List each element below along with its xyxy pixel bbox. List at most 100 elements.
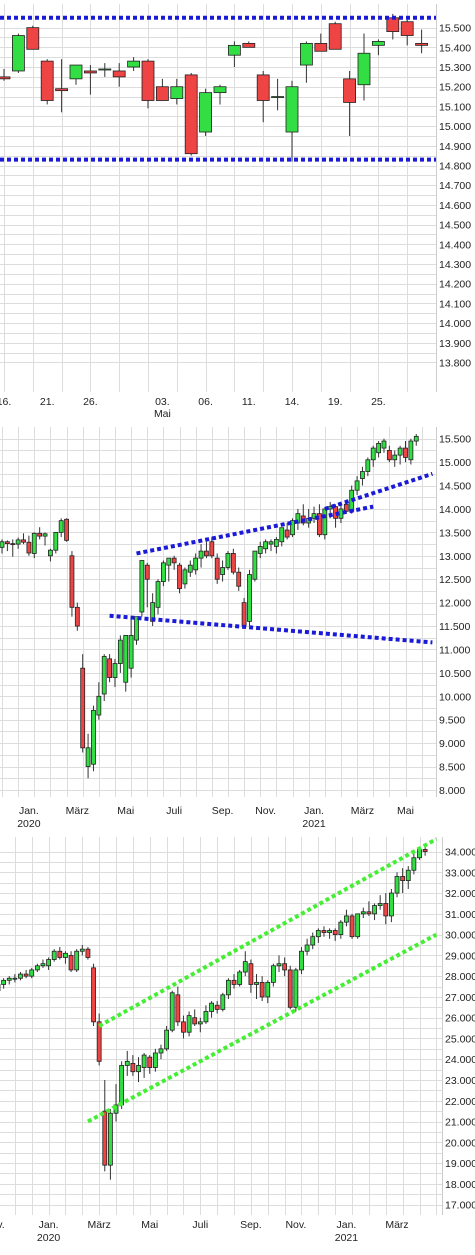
candle-body xyxy=(231,979,237,985)
candle-body xyxy=(124,1060,130,1066)
y-axis: 17.000 18.000 19.000 20.000 21.000 22.000 23.0… xyxy=(445,847,475,1212)
candle-body xyxy=(12,977,18,980)
candle-body xyxy=(270,965,276,983)
candle xyxy=(37,527,43,540)
candle-body xyxy=(214,557,220,580)
candle-body xyxy=(230,553,236,573)
candle xyxy=(284,523,290,540)
candle-body xyxy=(107,658,112,678)
candle xyxy=(247,569,252,627)
candle-body xyxy=(130,1062,136,1073)
candle-body xyxy=(214,1004,220,1010)
candle-body xyxy=(158,1048,164,1054)
daily-candlestick-chart: 13.800 13.900 14.000 14.100 14.200 14.300 14.4… xyxy=(0,0,475,425)
candle xyxy=(276,955,282,972)
x-tick-label: Jan. xyxy=(304,805,324,817)
candle-body xyxy=(166,557,172,566)
x-tick-sublabel: Mai xyxy=(154,408,171,420)
candle xyxy=(10,539,16,557)
weekly-chart-svg-1: 8.000 8.500 9.000 9.500 10.000 10.500 11.000 11… xyxy=(0,427,471,830)
candle xyxy=(376,441,382,458)
candle xyxy=(147,1055,153,1074)
candle xyxy=(160,560,166,587)
candle-body xyxy=(304,944,310,952)
y-tick-label: 12.500 xyxy=(439,574,471,586)
y-tick-label: 9.500 xyxy=(439,715,465,727)
y-tick-label: 14.500 xyxy=(439,481,471,493)
x-tick-label: Nov. xyxy=(285,1219,306,1231)
candle xyxy=(91,963,96,1026)
candle xyxy=(372,903,377,921)
candle xyxy=(365,457,371,477)
candle xyxy=(360,907,366,918)
candle xyxy=(80,654,86,753)
trend-line xyxy=(86,932,438,1124)
candle xyxy=(34,963,40,972)
candle-body xyxy=(171,557,177,564)
candle xyxy=(64,518,69,542)
candle-body xyxy=(394,876,400,894)
candle xyxy=(11,33,25,73)
y-tick-label: 23.000 xyxy=(445,1075,475,1087)
y-tick-label: 30.000 xyxy=(445,930,475,942)
candle xyxy=(214,553,220,584)
candle xyxy=(198,544,204,568)
candle xyxy=(26,25,40,50)
x-tick-label: 03. xyxy=(155,396,170,408)
candle-body xyxy=(372,905,377,915)
candle xyxy=(279,527,285,547)
candle-body xyxy=(193,557,199,571)
candle xyxy=(84,65,97,95)
candle xyxy=(273,537,279,554)
candle xyxy=(241,597,247,629)
candle-body xyxy=(236,571,242,587)
candle xyxy=(400,868,406,894)
candle xyxy=(338,920,344,939)
candle-body xyxy=(101,656,107,695)
candle-body xyxy=(42,533,48,537)
candle xyxy=(18,972,23,981)
candle-body xyxy=(1,979,7,985)
candle xyxy=(197,1017,203,1033)
candle xyxy=(357,33,371,101)
candle xyxy=(254,974,259,999)
candle-body xyxy=(69,555,75,608)
candle-body xyxy=(134,616,139,641)
candle-body xyxy=(371,41,385,46)
candle xyxy=(96,1013,102,1066)
candle xyxy=(69,551,75,617)
candle-body xyxy=(317,513,322,536)
trend-line xyxy=(324,471,434,511)
candle xyxy=(322,508,328,540)
candle-body xyxy=(405,869,411,882)
candle xyxy=(171,555,177,570)
candle-body xyxy=(377,903,383,906)
x-tick-label: 21. xyxy=(40,396,55,408)
candle xyxy=(85,947,91,960)
candle-body xyxy=(271,96,285,98)
candle xyxy=(349,913,355,939)
candle xyxy=(256,70,270,123)
candle-body xyxy=(310,936,316,946)
candle-body xyxy=(139,560,145,613)
candle xyxy=(107,654,112,683)
candles xyxy=(0,845,428,1180)
candle-body xyxy=(0,541,5,548)
candle-body xyxy=(381,440,387,449)
candle-body xyxy=(256,74,270,101)
candle xyxy=(299,947,304,975)
candle-body xyxy=(327,930,332,933)
x-tick-label: Juli xyxy=(166,805,182,817)
candle xyxy=(170,78,184,105)
y-tick-label: 14.500 xyxy=(439,220,471,232)
candle-body xyxy=(247,574,252,622)
candle-body xyxy=(69,64,83,80)
candle xyxy=(252,550,258,582)
y-tick-label: 27.000 xyxy=(445,992,475,1004)
candle xyxy=(91,705,96,772)
candle-body xyxy=(284,529,290,538)
y-tick-label: 15.500 xyxy=(439,434,471,446)
candle xyxy=(242,41,256,48)
candle-body xyxy=(136,1065,141,1073)
candle-body xyxy=(388,892,394,917)
